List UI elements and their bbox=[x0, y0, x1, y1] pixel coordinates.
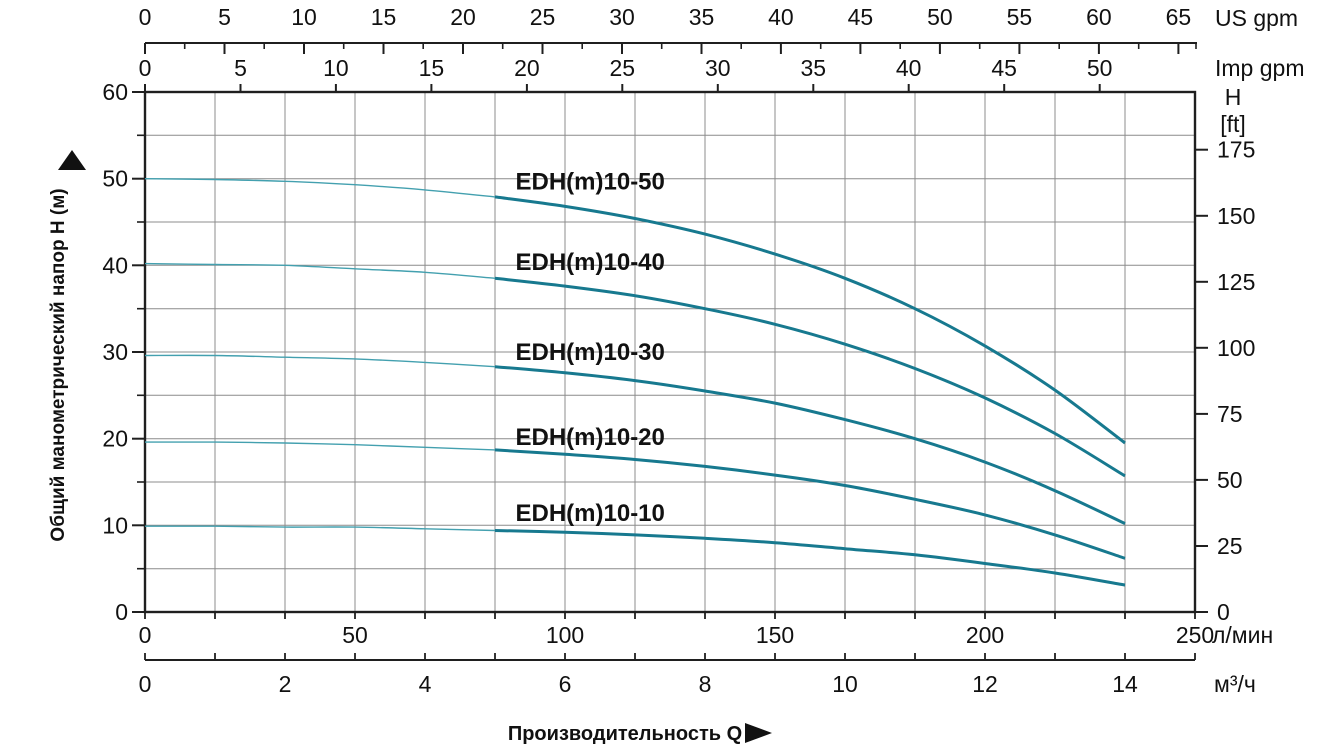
head-m-tick-label: 30 bbox=[102, 339, 128, 365]
imp-gpm-tick-label: 25 bbox=[610, 55, 636, 81]
lmin-tick-label: 200 bbox=[966, 622, 1004, 648]
us-gpm-tick-label: 65 bbox=[1166, 4, 1192, 30]
us-gpm-tick-label: 15 bbox=[371, 4, 397, 30]
curve-edhm10-40 bbox=[494, 276, 1126, 478]
m3h-tick-label: 0 bbox=[139, 671, 152, 697]
imp-gpm-tick-label: 50 bbox=[1087, 55, 1113, 81]
m3h-tick-label: 14 bbox=[1112, 671, 1138, 697]
curve-label-edhm10-40: EDH(m)10-40 bbox=[516, 249, 665, 276]
imp-gpm-tick-label: 30 bbox=[705, 55, 731, 81]
head-ft-tick-label: 50 bbox=[1217, 467, 1243, 493]
imp-gpm-tick-label: 10 bbox=[323, 55, 349, 81]
us-gpm-tick-label: 30 bbox=[609, 4, 635, 30]
imp-gpm-unit-label: Imp gpm bbox=[1215, 55, 1304, 81]
curve-edhm10-30 bbox=[494, 365, 1126, 525]
head-ft-tick-label: 100 bbox=[1217, 335, 1255, 361]
lmin-tick-label: 0 bbox=[139, 622, 152, 648]
lmin-unit-label: л/мин bbox=[1212, 622, 1273, 648]
us-gpm-unit-label: US gpm bbox=[1215, 5, 1298, 31]
curve-label-edhm10-20: EDH(m)10-20 bbox=[516, 424, 665, 451]
curve-edhm10-20 bbox=[494, 448, 1126, 560]
imp-gpm-tick-label: 20 bbox=[514, 55, 540, 81]
head-m-tick-label: 40 bbox=[102, 252, 128, 278]
us-gpm-tick-label: 55 bbox=[1007, 4, 1033, 30]
curve-label-edhm10-10: EDH(m)10-10 bbox=[516, 500, 665, 527]
curve-edhm10-10 bbox=[494, 529, 1126, 587]
curve-label-edhm10-50: EDH(m)10-50 bbox=[516, 168, 665, 195]
curve-edhm10-40-thin bbox=[144, 262, 496, 279]
m3h-unit-label: м³/ч bbox=[1214, 671, 1256, 697]
head-ft-tick-label: 125 bbox=[1217, 269, 1255, 295]
us-gpm-tick-label: 25 bbox=[530, 4, 556, 30]
us-gpm-tick-label: 35 bbox=[689, 4, 715, 30]
x-axis-title: Производительность Q bbox=[508, 723, 742, 745]
m3h-tick-label: 4 bbox=[419, 671, 432, 697]
imp-gpm-tick-label: 45 bbox=[991, 55, 1017, 81]
head-m-tick-label: 0 bbox=[115, 599, 128, 625]
tick-labels: 0 5 10 15 20 25 30 35 40 45 50 55 60 650 5 10 15 20 25 30 35… bbox=[102, 4, 1255, 697]
us-gpm-tick-label: 45 bbox=[848, 4, 874, 30]
m3h-tick-label: 12 bbox=[972, 671, 998, 697]
head-m-tick-label: 20 bbox=[102, 426, 128, 452]
curve-edhm10-50-thin bbox=[144, 178, 496, 198]
m3h-tick-label: 2 bbox=[279, 671, 292, 697]
lmin-tick-label: 150 bbox=[756, 622, 794, 648]
m3h-tick-label: 6 bbox=[559, 671, 572, 697]
us-gpm-tick-label: 5 bbox=[218, 4, 231, 30]
us-gpm-tick-label: 40 bbox=[768, 4, 794, 30]
head-ft-tick-label: 25 bbox=[1217, 533, 1243, 559]
head-ft-unit-h: H bbox=[1225, 84, 1242, 110]
imp-gpm-tick-label: 40 bbox=[896, 55, 922, 81]
curve-edhm10-50 bbox=[494, 195, 1126, 445]
us-gpm-tick-label: 50 bbox=[927, 4, 953, 30]
y-axis-title: Общий манометрический напор H (м) bbox=[48, 188, 69, 541]
head-m-tick-label: 10 bbox=[102, 512, 128, 538]
m3h-tick-label: 10 bbox=[832, 671, 858, 697]
head-m-tick-label: 60 bbox=[102, 79, 128, 105]
curve-edhm10-20-thin bbox=[144, 441, 496, 451]
m3h-tick-label: 8 bbox=[699, 671, 712, 697]
head-ft-unit-ft: [ft] bbox=[1220, 111, 1246, 137]
y-axis-arrow-icon bbox=[58, 150, 86, 170]
axes-ticks bbox=[132, 42, 1208, 661]
curve-labels: EDH(m)10-50 EDH(m)10-40 EDH(m)10-30 EDH(m)1… bbox=[516, 168, 665, 527]
imp-gpm-tick-label: 0 bbox=[139, 55, 152, 81]
lmin-tick-label: 250 bbox=[1176, 622, 1214, 648]
head-ft-tick-label: 75 bbox=[1217, 401, 1243, 427]
us-gpm-tick-label: 10 bbox=[291, 4, 317, 30]
head-ft-tick-label: 175 bbox=[1217, 137, 1255, 163]
pump-curves bbox=[144, 178, 1126, 587]
us-gpm-tick-label: 20 bbox=[450, 4, 476, 30]
imp-gpm-tick-label: 35 bbox=[801, 55, 827, 81]
us-gpm-tick-label: 0 bbox=[139, 4, 152, 30]
x-axis-arrow-icon bbox=[745, 723, 772, 743]
head-ft-tick-label: 150 bbox=[1217, 203, 1255, 229]
lmin-tick-label: 50 bbox=[342, 622, 368, 648]
gridlines bbox=[145, 92, 1195, 612]
curve-label-edhm10-30: EDH(m)10-30 bbox=[516, 339, 665, 366]
us-gpm-tick-label: 60 bbox=[1086, 4, 1112, 30]
head-m-tick-label: 50 bbox=[102, 166, 128, 192]
curve-edhm10-10-thin bbox=[144, 525, 496, 532]
curve-edhm10-30-thin bbox=[144, 354, 496, 368]
imp-gpm-tick-label: 5 bbox=[234, 55, 247, 81]
imp-gpm-tick-label: 15 bbox=[419, 55, 445, 81]
head-ft-tick-label: 0 bbox=[1217, 599, 1230, 625]
lmin-tick-label: 100 bbox=[546, 622, 584, 648]
